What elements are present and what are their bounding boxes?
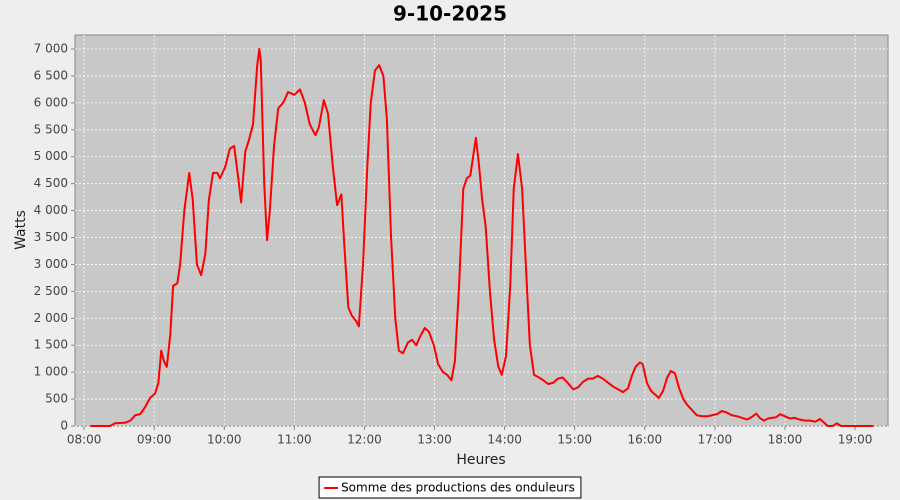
series-line — [90, 48, 874, 427]
legend: Somme des productions des onduleurs — [318, 476, 582, 499]
x-tick-label: 11:00 — [277, 433, 312, 447]
x-tick-label: 16:00 — [628, 433, 663, 447]
y-axis-label: Watts — [13, 210, 29, 250]
y-tick-label: 3 000 — [34, 257, 68, 271]
y-tick-label: 3 500 — [34, 230, 68, 244]
legend-label: Somme des productions des onduleurs — [341, 481, 575, 495]
x-tick-label: 19:00 — [838, 433, 873, 447]
y-tick-label: 5 000 — [34, 149, 68, 163]
y-tick-label: 7 000 — [34, 42, 68, 56]
chart-title: 9-10-2025 — [393, 2, 507, 26]
x-tick-label: 18:00 — [768, 433, 803, 447]
y-tick-label: 5 500 — [34, 122, 68, 136]
y-tick-label: 1 500 — [34, 338, 68, 352]
x-tick-label: 09:00 — [137, 433, 172, 447]
x-tick-label: 10:00 — [207, 433, 242, 447]
x-tick-label: 14:00 — [487, 433, 522, 447]
x-axis-label: Heures — [456, 452, 505, 468]
y-tick-label: 1 000 — [34, 365, 68, 379]
x-tick-label: 17:00 — [698, 433, 733, 447]
y-tick-label: 2 500 — [34, 284, 68, 298]
legend-box — [318, 476, 582, 499]
y-tick-label: 0 — [60, 419, 68, 433]
y-tick-label: 4 500 — [34, 176, 68, 190]
x-tick-label: 13:00 — [417, 433, 452, 447]
plot-area — [74, 34, 889, 427]
x-tick-label: 15:00 — [557, 433, 592, 447]
y-tick-label: 500 — [45, 392, 68, 406]
x-tick-label: 12:00 — [347, 433, 382, 447]
y-tick-label: 2 000 — [34, 311, 68, 325]
y-tick-label: 6 000 — [34, 95, 68, 109]
y-tick-label: 6 500 — [34, 68, 68, 82]
y-tick-label: 4 000 — [34, 203, 68, 217]
x-tick-label: 08:00 — [67, 433, 102, 447]
